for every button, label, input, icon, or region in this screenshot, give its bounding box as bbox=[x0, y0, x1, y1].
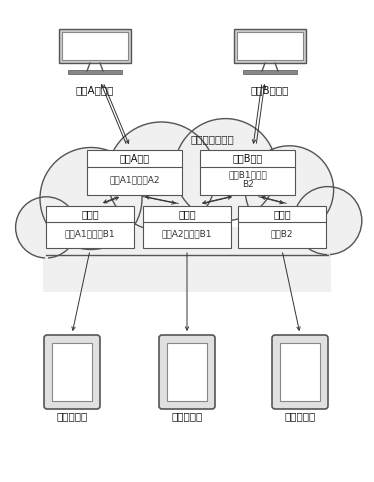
Text: 设备A2、设备B1: 设备A2、设备B1 bbox=[162, 229, 212, 239]
FancyBboxPatch shape bbox=[44, 335, 100, 409]
Text: 设备A1、设备B1: 设备A1、设备B1 bbox=[65, 229, 115, 239]
Text: 用户甲手机: 用户甲手机 bbox=[56, 411, 88, 421]
Circle shape bbox=[40, 147, 142, 250]
Text: 用户乙: 用户乙 bbox=[178, 209, 196, 219]
Circle shape bbox=[174, 119, 276, 221]
FancyBboxPatch shape bbox=[43, 228, 331, 292]
FancyBboxPatch shape bbox=[88, 149, 183, 195]
FancyBboxPatch shape bbox=[272, 335, 328, 409]
FancyBboxPatch shape bbox=[68, 70, 122, 74]
Circle shape bbox=[16, 197, 77, 258]
FancyBboxPatch shape bbox=[238, 206, 326, 248]
FancyBboxPatch shape bbox=[280, 343, 320, 401]
Text: 用户甲: 用户甲 bbox=[81, 209, 99, 219]
Text: 用户丙: 用户丙 bbox=[273, 209, 291, 219]
Circle shape bbox=[294, 187, 362, 254]
FancyBboxPatch shape bbox=[234, 29, 306, 63]
Circle shape bbox=[245, 146, 334, 234]
FancyBboxPatch shape bbox=[62, 32, 128, 60]
Text: 用户乙手机: 用户乙手机 bbox=[171, 411, 203, 421]
FancyBboxPatch shape bbox=[159, 335, 215, 409]
Text: 实施方云服务器: 实施方云服务器 bbox=[190, 134, 234, 144]
Text: 厂商B客户端: 厂商B客户端 bbox=[251, 85, 289, 95]
FancyBboxPatch shape bbox=[46, 206, 134, 248]
Circle shape bbox=[107, 122, 216, 231]
Text: 用户丙手机: 用户丙手机 bbox=[284, 411, 316, 421]
Text: 厂商A账户: 厂商A账户 bbox=[120, 153, 150, 163]
FancyBboxPatch shape bbox=[59, 29, 131, 63]
Text: 设备A1、设备A2: 设备A1、设备A2 bbox=[110, 175, 160, 184]
Text: 设备B2: 设备B2 bbox=[271, 229, 293, 239]
Text: 厂商B账户: 厂商B账户 bbox=[233, 153, 263, 163]
FancyBboxPatch shape bbox=[167, 343, 207, 401]
FancyBboxPatch shape bbox=[243, 70, 297, 74]
FancyBboxPatch shape bbox=[237, 32, 303, 60]
Text: 设备B1、设备
B2: 设备B1、设备 B2 bbox=[229, 170, 267, 189]
FancyBboxPatch shape bbox=[52, 343, 92, 401]
FancyBboxPatch shape bbox=[143, 206, 231, 248]
FancyBboxPatch shape bbox=[200, 149, 295, 195]
Text: 厂商A客户端: 厂商A客户端 bbox=[76, 85, 114, 95]
